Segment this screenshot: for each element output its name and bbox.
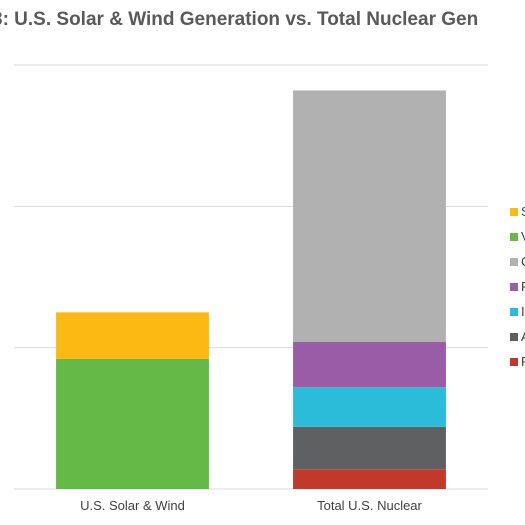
legend: SVCFIAR <box>510 204 525 369</box>
legend-swatch <box>510 358 518 366</box>
chart-title: 3: U.S. Solar & Wind Generation vs. Tota… <box>0 9 478 30</box>
bar-segment <box>56 312 209 359</box>
legend-swatch <box>510 308 518 316</box>
legend-label: R <box>521 354 525 369</box>
legend-label: A <box>521 329 525 344</box>
x-tick-label: Total U.S. Nuclear <box>317 498 422 513</box>
bar-segment <box>293 90 446 343</box>
legend-label: S <box>521 204 525 219</box>
legend-swatch <box>510 333 518 341</box>
bar-segment <box>293 469 446 489</box>
legend-label: V <box>521 229 525 244</box>
x-tick-label: U.S. Solar & Wind <box>80 498 185 513</box>
bar-segment <box>293 387 446 427</box>
x-axis: U.S. Solar & Wind Total U.S. Nuclear <box>80 498 422 513</box>
legend-label: I <box>521 304 525 319</box>
legend-label: C <box>521 254 525 269</box>
legend-swatch <box>510 258 518 266</box>
bar-segment <box>293 342 446 388</box>
legend-label: F <box>521 279 525 294</box>
bars <box>56 90 446 489</box>
bar-segment <box>293 426 446 470</box>
legend-swatch <box>510 208 518 216</box>
legend-swatch <box>510 283 518 291</box>
bar-segment <box>56 358 209 489</box>
legend-swatch <box>510 233 518 241</box>
